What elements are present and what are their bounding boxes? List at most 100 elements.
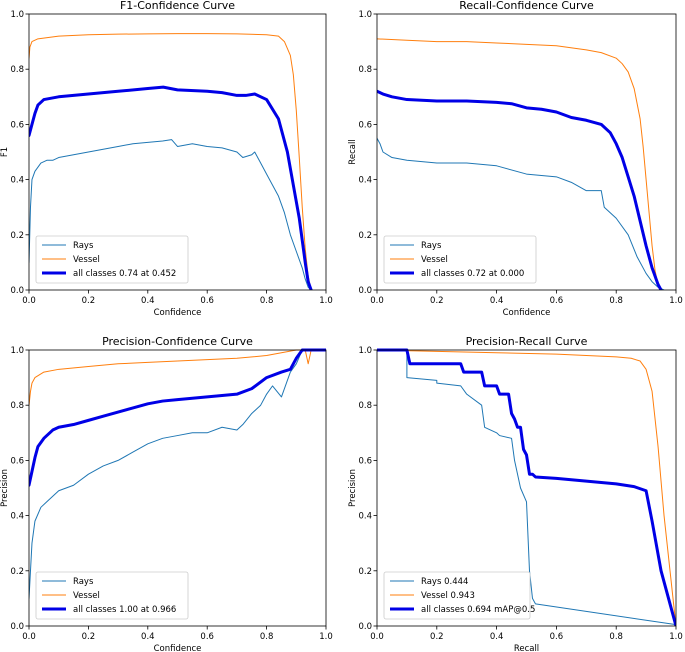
series-line-rays [29,139,312,290]
y-tick-label: 0.2 [10,231,24,241]
x-tick-label: 1.0 [669,632,683,642]
chart-panel-4: Precision-Recall Curve 0.0 0.2 0.4 0.6 0.8 1.0… [348,335,683,652]
series-line-rays [377,137,665,290]
y-tick-label: 0.2 [10,567,24,577]
x-tick-label: 0.0 [22,296,36,306]
y-tick-label: 0.2 [358,231,372,241]
y-axis-label: F1 [0,147,10,157]
y-tick-label: 1.0 [358,346,372,356]
y-tick-label: 1.0 [10,10,24,20]
series-line-all-classes [29,85,313,290]
axes-frame [376,349,677,627]
x-tick-label: 0.0 [370,632,384,642]
y-tick-label: 0.6 [358,120,372,130]
chart-title: Precision-Recall Curve [466,335,588,348]
legend-label: all classes 0.74 at 0.452 [73,269,176,279]
x-tick-label: 0.6 [200,632,214,642]
series-group [29,348,326,599]
x-tick-label: 0.6 [550,632,564,642]
legend-box [35,571,189,620]
y-tick-label: 0.2 [358,567,372,577]
series-line-all-classes [377,89,663,290]
x-tick-label: 0.8 [609,296,623,306]
y-tick-label: 0.4 [10,512,24,522]
x-tick-label: 1.0 [319,632,333,642]
series-line-rays [29,349,312,599]
axes-frame [28,349,327,627]
x-tick-label: 0.2 [82,632,96,642]
y-tick-label: 0.6 [10,456,24,466]
legend-label: Vessel [73,591,100,601]
legend-label: all classes 0.72 at 0.000 [421,269,524,279]
x-tick-label: 0.8 [609,632,623,642]
chart-title: F1-Confidence Curve [120,0,235,12]
x-tick-label: 0.4 [490,632,504,642]
x-tick-label: 0.8 [260,296,274,306]
y-tick-label: 0.4 [358,176,372,186]
y-tick-label: 0.0 [10,622,24,632]
y-tick-label: 0.6 [358,456,372,466]
legend-box [383,235,537,284]
chart-panel-2: Recall-Confidence Curve 0.0 0.2 0.4 0.6 0.8 1.… [348,0,683,318]
axes-frame [28,13,327,291]
y-tick-label: 0.8 [10,401,24,411]
legend-label: Vessel [421,255,448,265]
y-tick-label: 0.8 [358,65,372,75]
y-tick-label: 1.0 [10,346,24,356]
chart-title: Precision-Confidence Curve [102,335,253,348]
x-axis-label: Confidence [154,308,202,318]
legend-label: Rays 0.444 [421,577,468,587]
chart-title: Recall-Confidence Curve [459,0,594,12]
legend-label: Vessel 0.943 [421,591,475,601]
axes-frame [376,13,677,291]
legend: Rays Vessel all classes 0.74 at 0.452 [35,235,189,284]
x-tick-label: 0.0 [370,296,384,306]
x-tick-label: 0.2 [430,632,444,642]
series-line-vessel [377,38,662,290]
y-tick-label: 0.6 [10,120,24,130]
x-tick-label: 0.8 [260,632,274,642]
legend-label: Vessel [73,255,100,265]
y-tick-label: 0.4 [358,512,372,522]
legend-label: all classes 0.694 mAP@0.5 [421,605,535,615]
x-tick-label: 1.0 [319,296,333,306]
x-tick-label: 0.6 [200,296,214,306]
legend: Rays Vessel all classes 0.72 at 0.000 [383,235,537,284]
legend-label: Rays [73,241,94,251]
x-tick-label: 0.6 [550,296,564,306]
legend: Rays 0.444 Vessel 0.943 all classes 0.694 … [383,571,535,620]
series-group [377,38,665,290]
legend-label: Rays [421,241,442,251]
x-tick-label: 0.4 [141,296,155,306]
legend: Rays Vessel all classes 1.00 at 0.966 [35,571,189,620]
x-axis-label: Recall [514,644,539,652]
legend-box [35,235,189,284]
x-tick-label: 0.2 [430,296,444,306]
y-axis-label: Precision [0,469,10,507]
legend-label: Rays [73,577,94,587]
y-tick-label: 1.0 [358,10,372,20]
series-line-all-classes [29,348,326,487]
x-axis-label: Confidence [503,308,551,318]
series-group [29,33,313,290]
y-tick-label: 0.8 [10,65,24,75]
x-axis-label: Confidence [154,644,202,652]
series-line-all-classes [377,348,676,626]
y-tick-label: 0.4 [10,176,24,186]
y-tick-label: 0.0 [10,286,24,296]
legend-label: all classes 1.00 at 0.966 [73,605,176,615]
series-line-vessel [377,349,676,626]
series-line-vessel [29,33,312,290]
y-tick-label: 0.0 [358,286,372,296]
y-axis-label: Precision [348,469,358,507]
legend-box [383,571,531,620]
series-line-rays [377,349,676,626]
y-tick-label: 0.8 [358,401,372,411]
chart-panel-3: Precision-Confidence Curve 0.0 0.2 0.4 0.6 0.… [0,335,333,652]
series-group [377,348,676,626]
chart-panel-1: F1-Confidence Curve 0.0 0.2 0.4 0.6 0.8 1.0 0.0… [0,0,333,318]
x-tick-label: 0.4 [141,632,155,642]
x-tick-label: 0.2 [82,296,96,306]
x-tick-label: 1.0 [669,296,683,306]
